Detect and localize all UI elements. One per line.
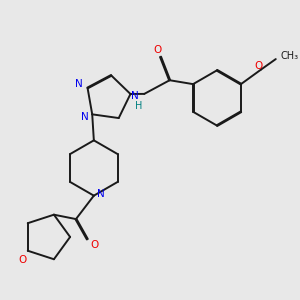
Text: N: N (75, 79, 82, 89)
Text: O: O (154, 45, 162, 55)
Text: CH₃: CH₃ (280, 52, 298, 61)
Text: N: N (131, 92, 139, 101)
Text: N: N (97, 189, 105, 199)
Text: N: N (81, 112, 89, 122)
Text: O: O (19, 255, 27, 265)
Text: O: O (90, 240, 99, 250)
Text: H: H (135, 101, 143, 111)
Text: O: O (254, 61, 262, 71)
